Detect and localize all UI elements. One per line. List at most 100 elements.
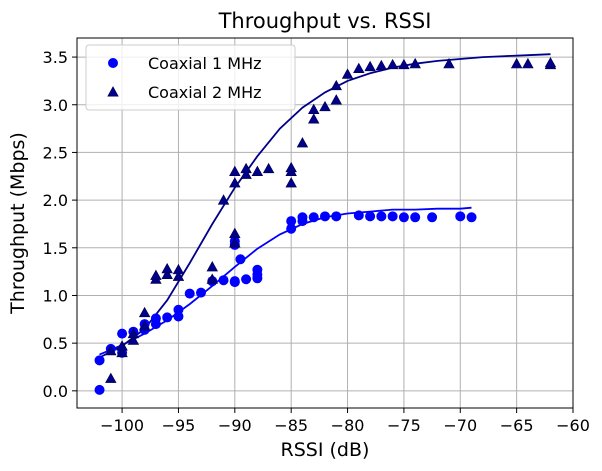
grid-layer (77, 38, 574, 408)
y-tick-label: 0.0 (43, 382, 68, 401)
data-point-coaxial-2mhz (330, 94, 342, 105)
data-point-coaxial-2mhz (150, 269, 162, 280)
y-tick-label: 2.5 (43, 143, 68, 162)
data-point-coaxial-1mhz (241, 274, 252, 285)
data-point-coaxial-1mhz (286, 223, 297, 234)
data-point-coaxial-1mhz (353, 210, 364, 221)
data-point-coaxial-2mhz (308, 103, 320, 114)
data-point-coaxial-1mhz (398, 212, 409, 223)
data-point-coaxial-1mhz (173, 304, 184, 315)
y-tick-label: 1.5 (43, 239, 68, 258)
x-tick-label: −100 (100, 416, 144, 435)
data-point-coaxial-2mhz (172, 270, 185, 281)
chart-title: Throughput vs. RSSI (218, 9, 432, 33)
legend-marker-coaxial-2mhz (107, 86, 119, 97)
data-point-coaxial-2mhz (398, 58, 410, 70)
data-point-coaxial-2mhz (240, 162, 252, 174)
x-tick-label: −60 (556, 416, 590, 435)
data-point-coaxial-2mhz (443, 57, 455, 69)
data-point-coaxial-1mhz (376, 211, 387, 222)
data-point-coaxial-2mhz (510, 57, 523, 69)
x-axis-label: RSSI (dB) (281, 439, 370, 461)
data-point-coaxial-1mhz (150, 313, 161, 324)
axis-ticks: −100 −95 −90 −85 −80 −75 −70 −65 −60 0.0 0.5 1.0 1.5… (43, 48, 590, 435)
data-point-coaxial-2mhz (319, 100, 331, 112)
fit-line-series-1 (99, 53, 551, 359)
legend-box (85, 44, 296, 111)
data-point-coaxial-1mhz (308, 212, 319, 223)
data-point-coaxial-2mhz (206, 273, 218, 284)
data-point-coaxial-2mhz (229, 237, 241, 248)
data-point-coaxial-1mhz (94, 355, 105, 366)
data-point-coaxial-2mhz (138, 320, 151, 331)
y-tick-label: 2.0 (43, 191, 68, 210)
data-point-coaxial-1mhz (117, 328, 128, 339)
data-point-coaxial-2mhz (206, 261, 218, 272)
data-point-coaxial-2mhz (172, 263, 185, 275)
data-point-coaxial-1mhz (252, 264, 263, 275)
data-point-coaxial-2mhz (161, 262, 173, 274)
plot-area-frame (76, 37, 574, 409)
legend-marker-coaxial-1mhz (108, 58, 118, 68)
x-tick-label: −70 (443, 416, 477, 435)
data-point-coaxial-1mhz (196, 287, 206, 298)
data-point-coaxial-2mhz (251, 165, 264, 176)
data-point-coaxial-2mhz (161, 268, 173, 279)
data-point-coaxial-2mhz (229, 227, 241, 238)
data-point-coaxial-1mhz (427, 212, 438, 223)
data-point-coaxial-1mhz (331, 211, 342, 222)
data-point-coaxial-2mhz (285, 177, 297, 188)
data-point-coaxial-2mhz (116, 340, 128, 351)
data-point-coaxial-2mhz (330, 79, 342, 91)
data-point-coaxial-1mhz (218, 275, 229, 286)
data-point-coaxial-2mhz (285, 161, 297, 173)
data-point-coaxial-2mhz (375, 59, 388, 71)
y-tick-label: 3.0 (43, 96, 68, 115)
data-point-coaxial-2mhz (544, 56, 557, 68)
legend: Coaxial 1 MHz Coaxial 2 MHz (85, 44, 296, 111)
x-tick-label: −75 (387, 416, 421, 435)
data-point-coaxial-1mhz (235, 254, 246, 265)
data-point-coaxial-2mhz (386, 58, 399, 70)
data-point-coaxial-2mhz (522, 57, 534, 69)
data-point-coaxial-2mhz (217, 194, 230, 205)
data-point-coaxial-2mhz (105, 344, 117, 356)
data-point-coaxial-2mhz (296, 137, 309, 148)
x-tick-label: −95 (162, 416, 196, 435)
data-point-coaxial-1mhz (162, 312, 173, 323)
x-tick-label: −65 (500, 416, 534, 435)
data-point-coaxial-1mhz (410, 212, 421, 223)
data-point-coaxial-2mhz (229, 177, 241, 188)
data-point-coaxial-2mhz (409, 57, 421, 69)
data-point-coaxial-1mhz (286, 216, 297, 227)
data-point-coaxial-2mhz (341, 68, 354, 79)
x-tick-label: −80 (331, 416, 365, 435)
data-point-coaxial-2mhz (353, 62, 365, 73)
legend-label-coaxial-1mhz: Coaxial 1 MHz (148, 54, 262, 73)
x-tick-label: −85 (274, 416, 308, 435)
data-point-coaxial-2mhz (308, 113, 320, 124)
data-points (94, 56, 557, 395)
data-point-coaxial-2mhz (105, 372, 117, 383)
data-point-coaxial-2mhz (262, 162, 275, 174)
data-point-coaxial-1mhz (455, 211, 466, 222)
data-point-coaxial-1mhz (466, 212, 477, 223)
data-point-coaxial-1mhz (184, 288, 195, 299)
data-point-coaxial-2mhz (116, 346, 128, 358)
legend-label-coaxial-2mhz: Coaxial 2 MHz (148, 83, 262, 102)
data-point-coaxial-1mhz (387, 211, 398, 222)
data-point-coaxial-2mhz (364, 60, 376, 72)
data-point-coaxial-1mhz (229, 277, 240, 288)
data-point-coaxial-2mhz (240, 168, 252, 179)
data-point-coaxial-1mhz (94, 384, 105, 395)
x-tick-label: −90 (218, 416, 252, 435)
data-point-coaxial-2mhz (229, 165, 241, 176)
data-point-coaxial-1mhz (297, 212, 308, 223)
y-tick-label: 3.5 (43, 48, 68, 67)
y-axis-label: Throughput (Mbps) (7, 132, 29, 315)
data-point-coaxial-2mhz (127, 334, 140, 345)
data-point-coaxial-2mhz (127, 327, 140, 339)
data-point-coaxial-2mhz (138, 306, 151, 318)
y-tick-label: 0.5 (43, 334, 68, 353)
y-tick-label: 1.0 (43, 286, 68, 305)
